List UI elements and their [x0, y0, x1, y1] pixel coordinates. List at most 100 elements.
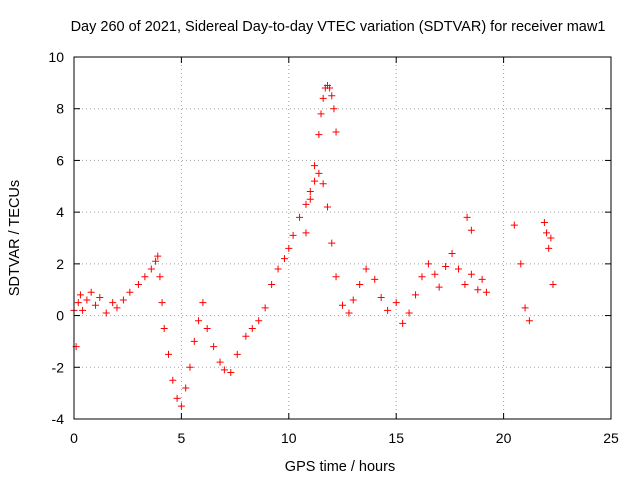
data-point: [392, 299, 400, 307]
data-point: [328, 92, 336, 100]
data-point: [74, 299, 82, 307]
data-point: [96, 293, 104, 301]
data-point: [296, 213, 304, 221]
data-point: [323, 203, 331, 211]
data-point: [248, 325, 256, 332]
data-point: [311, 162, 319, 170]
data-point: [345, 309, 353, 317]
x-tick-label: 5: [178, 430, 186, 446]
data-point: [517, 260, 525, 268]
data-point: [525, 317, 533, 325]
data-point: [405, 309, 413, 317]
data-point: [134, 281, 142, 289]
data-point: [547, 234, 555, 242]
data-point: [141, 273, 149, 281]
data-point: [261, 304, 269, 312]
data-point: [165, 350, 173, 358]
data-point: [182, 384, 190, 392]
x-tick-label: 0: [70, 430, 78, 446]
data-point: [233, 350, 241, 358]
data-point: [454, 265, 462, 273]
x-tick-label: 10: [281, 430, 297, 446]
series-main: [70, 169, 490, 410]
data-point: [315, 131, 323, 139]
data-point: [83, 296, 91, 304]
data-point: [195, 317, 203, 325]
data-point: [289, 231, 297, 239]
data-point: [302, 229, 310, 237]
data-point: [190, 337, 198, 345]
data-point: [109, 299, 117, 307]
y-tick-label: 2: [56, 256, 64, 272]
data-point: [332, 273, 340, 281]
data-point: [186, 363, 194, 371]
data-point: [79, 306, 87, 314]
x-tick-labels: 0 5 10 15 20 25: [70, 430, 619, 446]
data-point: [152, 257, 160, 265]
data-point: [306, 187, 314, 195]
grid-lines: [74, 57, 611, 419]
data-point: [319, 94, 327, 102]
data-point: [371, 275, 379, 283]
data-point: [91, 301, 99, 309]
data-point: [362, 265, 370, 273]
data-point: [482, 288, 490, 296]
data-point: [210, 343, 218, 351]
data-point: [424, 260, 432, 268]
data-point: [328, 239, 336, 247]
data-point: [412, 291, 420, 299]
data-point: [319, 180, 327, 188]
series-peak: [302, 81, 340, 237]
data-point: [220, 366, 228, 374]
x-tick-label: 25: [603, 430, 619, 446]
data-point: [349, 296, 357, 304]
data-point: [332, 128, 340, 136]
data-point: [160, 325, 168, 332]
data-point: [431, 270, 439, 278]
chart-title: Day 260 of 2021, Sidereal Day-to-day VTE…: [71, 19, 606, 35]
data-point: [418, 273, 426, 281]
data-point: [113, 304, 121, 312]
data-point: [543, 229, 551, 237]
data-point: [87, 288, 95, 296]
data-point: [442, 262, 450, 270]
y-axis-title: SDTVAR / TECUs: [7, 180, 23, 296]
data-point: [540, 218, 548, 226]
data-point: [255, 317, 263, 325]
data-point: [274, 265, 282, 273]
x-axis-title: GPS time / hours: [285, 459, 395, 475]
data-point: [463, 213, 471, 221]
data-point: [302, 200, 310, 208]
series-late: [463, 213, 557, 325]
y-tick-label: 6: [56, 152, 64, 168]
data-point: [177, 402, 185, 410]
data-point: [549, 281, 557, 289]
data-points: [70, 81, 557, 410]
data-point: [478, 275, 486, 283]
data-point: [281, 255, 289, 263]
data-point: [326, 84, 334, 92]
y-tick-labels: -4 -2 0 2 4 6 8 10: [48, 49, 64, 427]
data-point: [126, 288, 134, 296]
data-point: [330, 105, 338, 113]
data-point: [227, 368, 235, 376]
data-point: [306, 195, 314, 203]
data-point: [156, 273, 164, 281]
y-tick-label: -4: [52, 411, 65, 427]
data-point: [311, 177, 319, 185]
data-point: [474, 286, 482, 294]
y-tick-label: 8: [56, 101, 64, 117]
data-point: [169, 376, 177, 384]
data-point: [76, 291, 84, 299]
data-point: [216, 358, 224, 366]
data-point: [435, 283, 443, 291]
data-point: [461, 281, 469, 289]
x-tick-label: 15: [388, 430, 404, 446]
data-point: [158, 299, 166, 307]
data-point: [399, 319, 407, 327]
y-tick-label: 10: [48, 49, 64, 65]
data-point: [317, 110, 325, 118]
data-point: [384, 306, 392, 314]
data-point: [119, 296, 127, 304]
